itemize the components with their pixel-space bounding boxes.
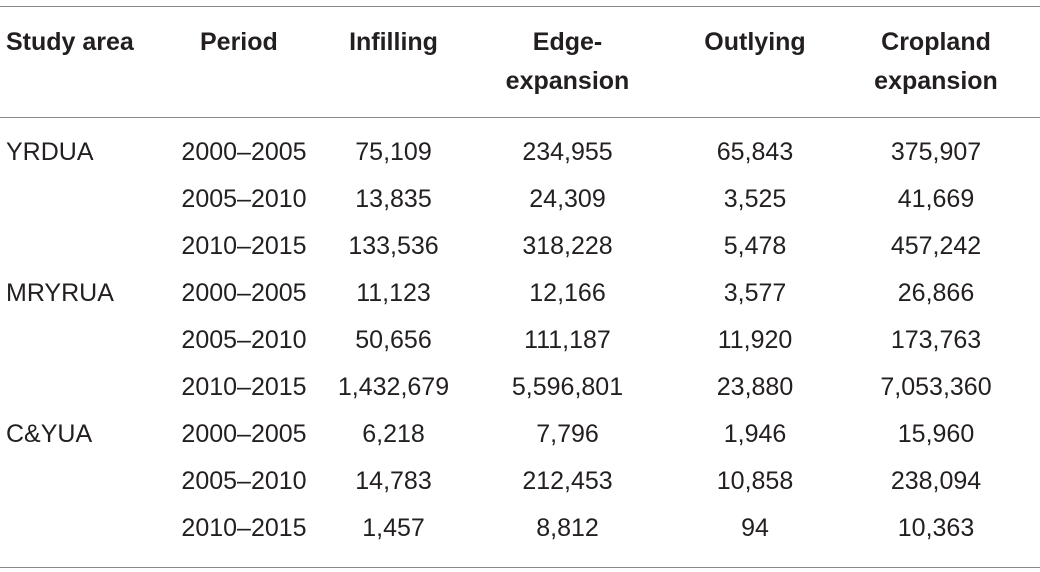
cell-study-area [0,317,158,364]
header-edge-expansion: Edge-expansion [505,28,630,95]
cell-cropland-expansion: 26,866 [897,279,975,307]
table-row: 2005–2010 50,656 111,187 11,920 173,763 [0,317,1040,364]
header-cropland-expansion: Cropland expansion [874,28,998,95]
cell-cropland-expansion: 15,960 [897,420,975,448]
header-infilling: Infilling [349,28,438,56]
cell-outlying: 23,880 [716,373,794,401]
cell-infilling: 1,432,679 [337,373,450,401]
cell-infilling: 1,457 [362,514,425,542]
cell-outlying: 3,525 [723,185,787,213]
cell-period: 2010–2015 [181,232,307,260]
cell-edge-expansion: 8,812 [536,514,599,542]
cell-cropland-expansion: 41,669 [897,185,975,213]
header-row: Study area Period Infilling Edge-expansi… [0,0,1040,117]
table-bottom-rule [0,567,1040,568]
cell-study-area: MRYRUA [6,279,114,307]
cell-edge-expansion: 7,796 [536,420,599,448]
cell-outlying: 3,577 [723,279,787,307]
cell-study-area [0,176,158,223]
cell-period: 2005–2010 [181,185,307,213]
cell-period: 2000–2005 [181,138,307,166]
cell-cropland-expansion: 7,053,360 [880,373,992,401]
cell-cropland-expansion: 238,094 [890,467,982,495]
cell-edge-expansion: 234,955 [522,138,613,166]
cell-period: 2010–2015 [181,514,307,542]
cell-edge-expansion: 12,166 [529,279,606,307]
table-row: C&YUA 2000–2005 6,218 7,796 1,946 15,960 [0,411,1040,458]
header-study-area: Study area [6,28,134,56]
cell-period: 2005–2010 [181,467,307,495]
cell-outlying: 5,478 [723,232,787,260]
table-body: YRDUA 2000–2005 75,109 234,955 65,843 37… [0,117,1040,552]
cell-period: 2005–2010 [181,326,307,354]
table-row: 2005–2010 14,783 212,453 10,858 238,094 [0,458,1040,505]
cell-period: 2000–2005 [181,279,307,307]
cell-edge-expansion: 24,309 [529,185,606,213]
cell-outlying: 65,843 [716,138,794,166]
table-row: 2010–2015 1,432,679 5,596,801 23,880 7,0… [0,364,1040,411]
table-row: 2010–2015 133,536 318,228 5,478 457,242 [0,223,1040,270]
cell-outlying: 10,858 [716,467,794,495]
table-top-rule [0,6,1040,7]
table-row: 2005–2010 13,835 24,309 3,525 41,669 [0,176,1040,223]
cell-infilling: 6,218 [362,420,425,448]
expansion-table: Study area Period Infilling Edge-expansi… [0,0,1040,552]
table-row: 2010–2015 1,457 8,812 94 10,363 [0,505,1040,552]
cell-study-area [0,505,158,552]
cell-cropland-expansion: 173,763 [890,326,982,354]
cell-infilling: 14,783 [355,467,432,495]
cell-outlying: 94 [741,514,769,542]
table-header: Study area Period Infilling Edge-expansi… [0,0,1040,117]
cell-infilling: 75,109 [355,138,432,166]
cell-cropland-expansion: 457,242 [890,232,982,260]
cell-study-area [0,458,158,505]
cell-study-area: YRDUA [6,138,94,166]
cell-edge-expansion: 111,187 [524,326,611,354]
table-row: MRYRUA 2000–2005 11,123 12,166 3,577 26,… [0,270,1040,317]
table-header-rule [0,117,1040,118]
header-period: Period [200,28,278,56]
cell-period: 2010–2015 [181,373,307,401]
cell-cropland-expansion: 375,907 [890,138,982,166]
cell-infilling: 13,835 [355,185,432,213]
cell-edge-expansion: 5,596,801 [511,373,624,401]
cell-infilling: 11,123 [356,279,431,307]
cell-study-area [0,223,158,270]
cell-period: 2000–2005 [181,420,307,448]
cell-edge-expansion: 212,453 [522,467,613,495]
cell-edge-expansion: 318,228 [522,232,613,260]
cell-study-area: C&YUA [6,420,93,448]
cell-cropland-expansion: 10,363 [897,514,975,542]
cell-infilling: 133,536 [348,232,439,260]
cell-outlying: 1,946 [723,420,787,448]
header-outlying: Outlying [704,28,806,56]
cell-outlying: 11,920 [717,326,793,354]
cell-study-area [0,364,158,411]
table-row: YRDUA 2000–2005 75,109 234,955 65,843 37… [0,117,1040,176]
cell-infilling: 50,656 [355,326,432,354]
